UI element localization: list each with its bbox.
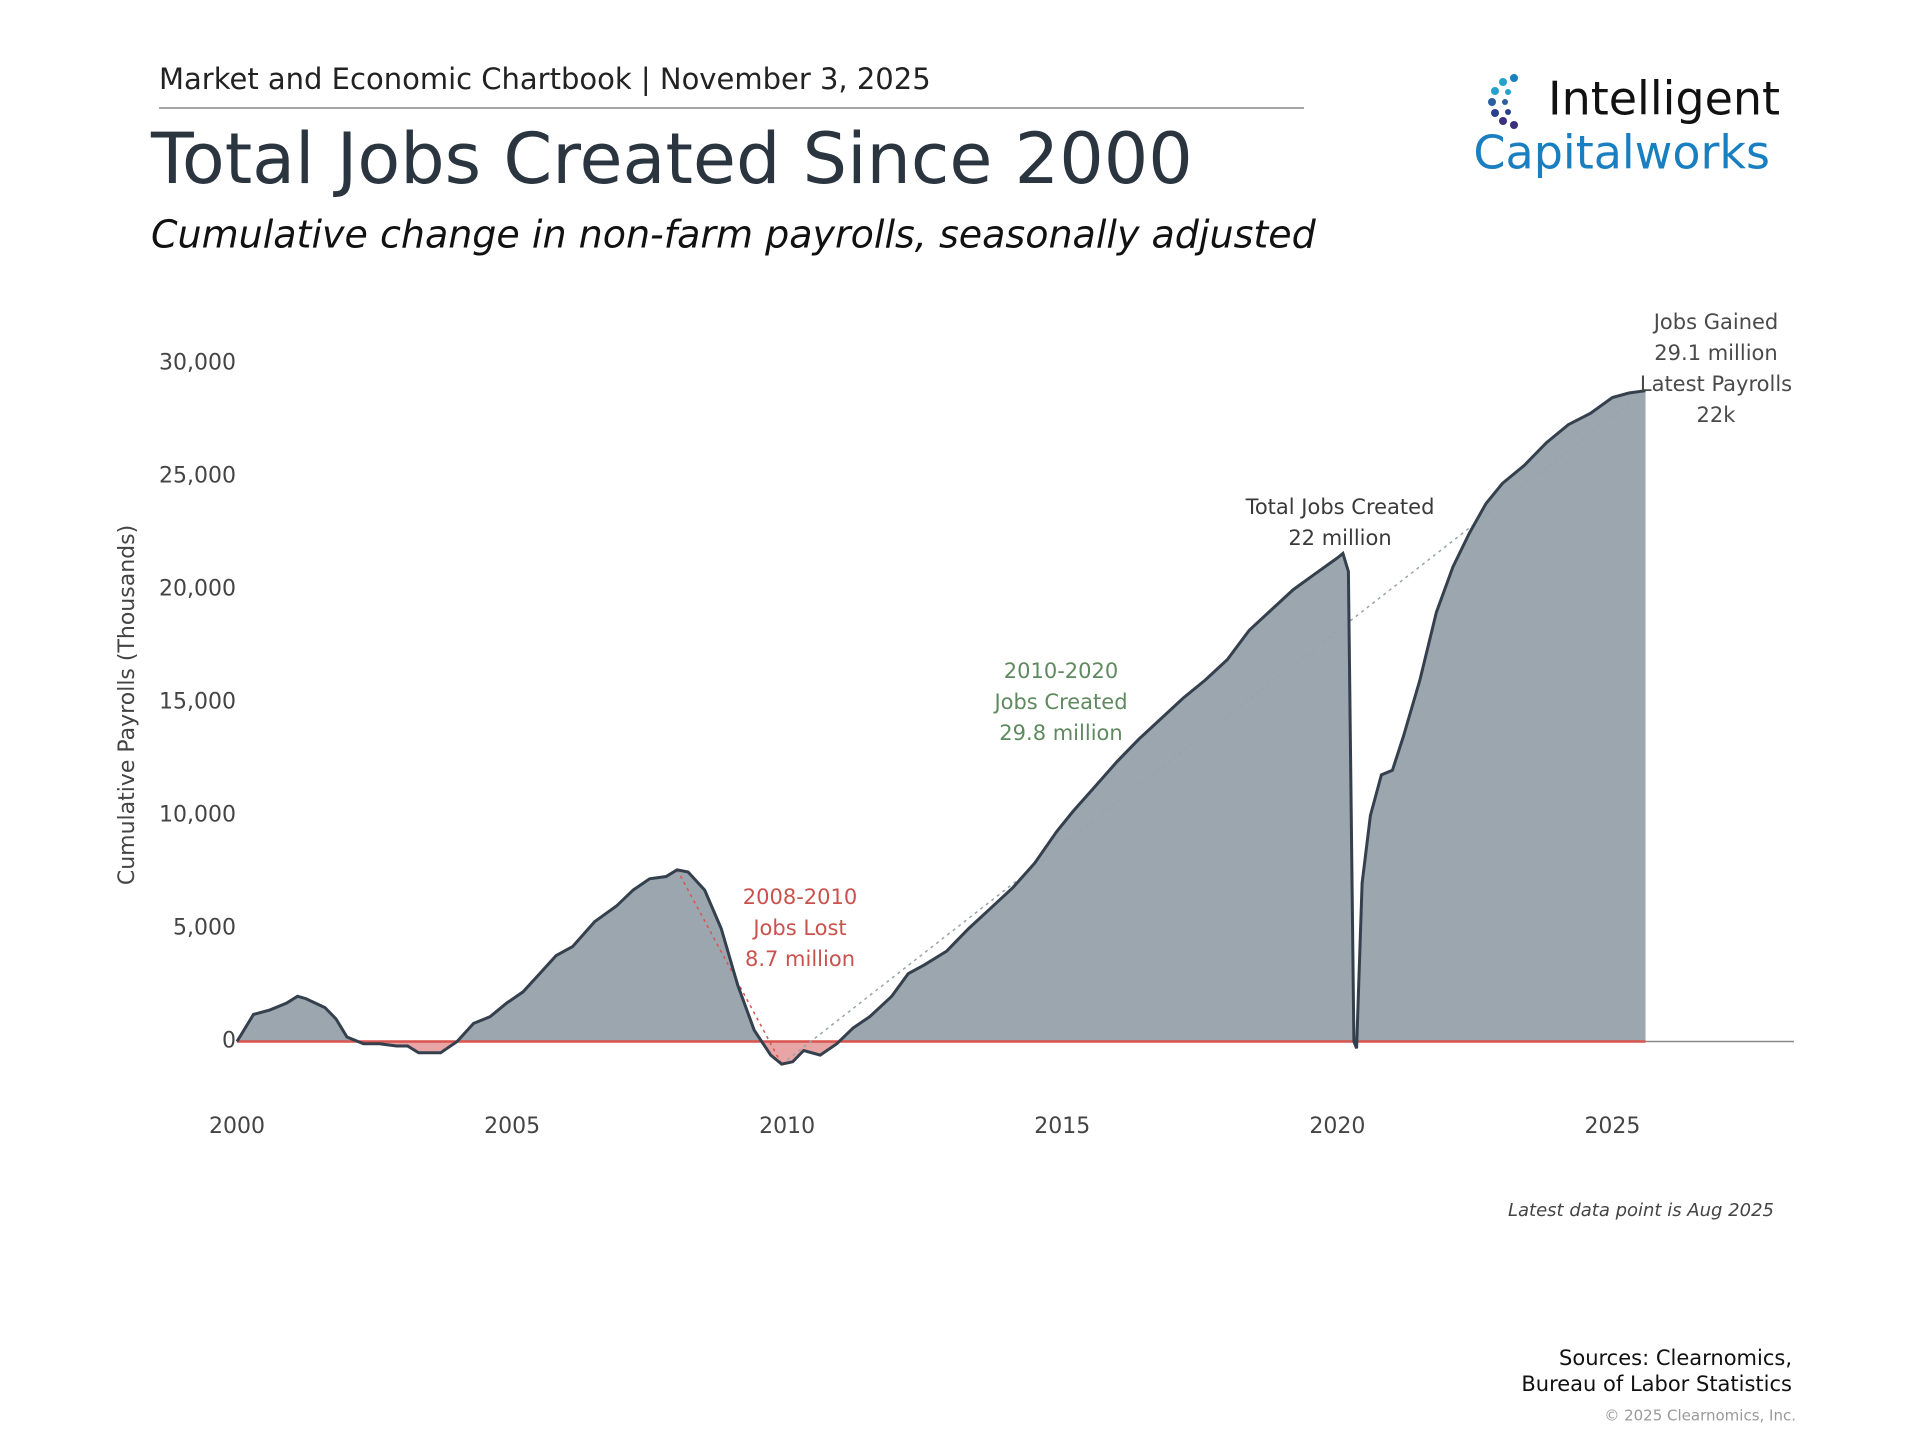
y-tick-label: 30,000	[159, 351, 236, 376]
y-axis-title: Cumulative Payrolls (Thousands)	[115, 525, 140, 885]
series-line	[235, 389, 1646, 1066]
annotation: Jobs Lost	[751, 916, 846, 940]
negative-area	[237, 1041, 1646, 1065]
x-tick-label: 2010	[759, 1114, 815, 1139]
logo-line1: Intelligent	[1548, 72, 1780, 126]
chart-subtitle: Cumulative change in non-farm payrolls, …	[151, 213, 1317, 257]
y-tick-label: 20,000	[159, 577, 236, 602]
annotation: 22k	[1697, 403, 1737, 427]
x-tick-label: 2015	[1034, 1114, 1090, 1139]
area	[237, 390, 1646, 1065]
annotation: Jobs Gained	[1652, 310, 1779, 334]
copyright: © 2025 Clearnomics, Inc.	[1604, 1407, 1796, 1425]
chart-title: Total Jobs Created Since 2000	[150, 118, 1193, 200]
y-tick-label: 10,000	[159, 803, 236, 828]
x-tick-label: 2000	[209, 1114, 265, 1139]
trend-line	[676, 869, 783, 1065]
source: Sources: Clearnomics,	[1559, 1346, 1792, 1370]
logo-line2: Capitalworks	[1473, 126, 1770, 180]
y-tick-label: 25,000	[159, 464, 236, 489]
logo-icon	[1488, 74, 1518, 129]
header: Market and Economic Chartbook | November…	[159, 62, 931, 96]
y-tick-label: 0	[222, 1029, 236, 1054]
source: Bureau of Labor Statistics	[1521, 1372, 1792, 1396]
annotation: 22 million	[1288, 526, 1391, 550]
annotation: 29.1 million	[1654, 341, 1777, 365]
y-tick-label: 5,000	[173, 916, 236, 941]
footnote: Latest data point is Aug 2025	[1508, 1200, 1774, 1221]
annotation: 2010-2020	[1004, 659, 1118, 683]
annotation: 8.7 million	[745, 947, 855, 971]
annotation: 29.8 million	[999, 721, 1122, 745]
y-tick-label: 15,000	[159, 690, 236, 715]
x-tick-label: 2020	[1309, 1114, 1365, 1139]
annotation: 2008-2010	[743, 885, 857, 909]
trend-line	[781, 390, 1646, 1065]
x-tick-label: 2005	[484, 1114, 540, 1139]
annotation: Latest Payrolls	[1640, 372, 1792, 396]
x-tick-label: 2025	[1584, 1114, 1640, 1139]
annotation: Total Jobs Created	[1245, 495, 1435, 519]
annotation: Jobs Created	[992, 690, 1127, 714]
